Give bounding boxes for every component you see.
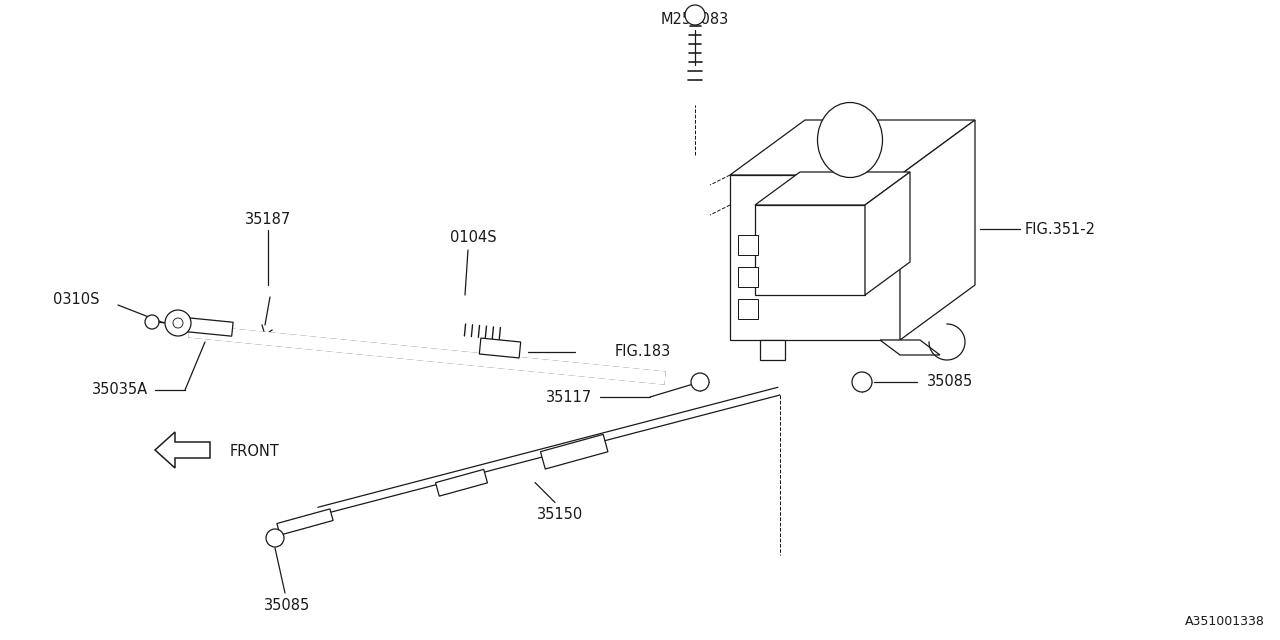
Text: 35035A: 35035A [92,383,148,397]
Text: 35150: 35150 [536,507,584,522]
Polygon shape [865,172,910,295]
Circle shape [145,315,159,329]
Polygon shape [435,469,488,496]
Polygon shape [540,435,608,469]
Polygon shape [760,340,785,360]
Polygon shape [755,205,865,295]
Polygon shape [739,299,758,319]
Polygon shape [187,318,233,336]
Text: 35085: 35085 [264,598,310,614]
Circle shape [685,5,705,25]
Polygon shape [189,325,666,384]
Text: FIG.183: FIG.183 [614,344,671,360]
Polygon shape [730,120,975,175]
Polygon shape [739,267,758,287]
Ellipse shape [818,102,882,177]
Polygon shape [900,120,975,340]
Polygon shape [755,172,910,205]
Circle shape [266,529,284,547]
Polygon shape [881,340,940,355]
Polygon shape [276,509,333,535]
Text: FRONT: FRONT [230,445,280,460]
Text: 0104S: 0104S [449,230,497,246]
Text: 35085: 35085 [927,374,973,390]
Text: A351001338: A351001338 [1185,615,1265,628]
Circle shape [691,373,709,391]
Text: 35117: 35117 [545,390,591,404]
Text: M250083: M250083 [660,13,730,28]
Text: 0310S: 0310S [54,292,100,307]
Polygon shape [739,235,758,255]
Text: FIG.351-2: FIG.351-2 [1025,221,1096,237]
Polygon shape [479,338,521,358]
Circle shape [852,372,872,392]
Polygon shape [730,175,900,340]
Circle shape [165,310,191,336]
Text: 35187: 35187 [244,212,291,227]
